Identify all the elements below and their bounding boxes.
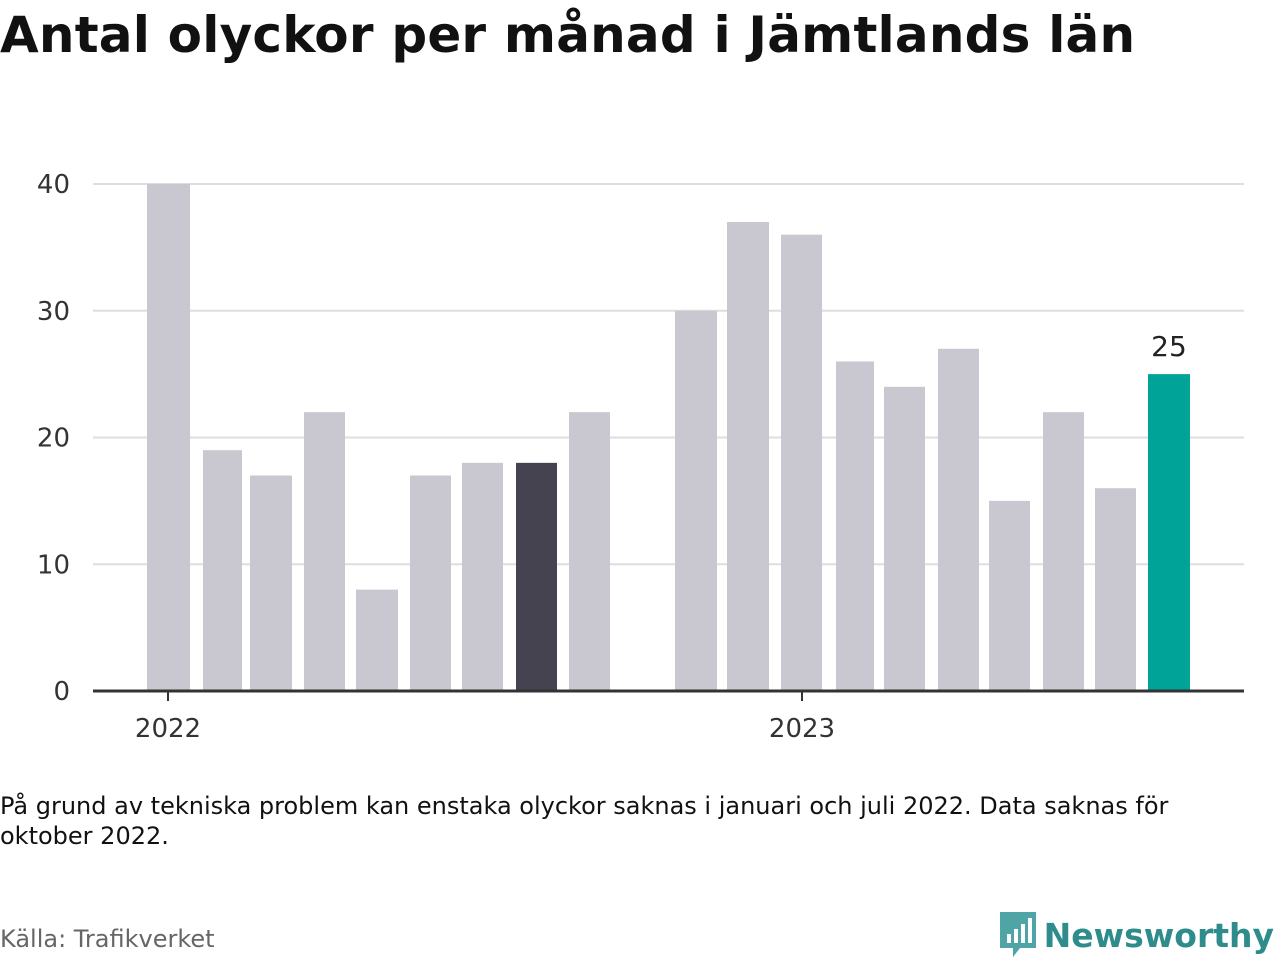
x-axis [93,689,1244,701]
bar-2023-08 [1148,374,1190,691]
bar-2023-02 [836,361,874,691]
bar-2022-11 [675,310,717,691]
bar-2022-09 [569,412,610,691]
newsworthy-logo-icon [999,912,1036,957]
bar-2023-04 [938,348,979,691]
x-tick-label-2023: 2023 [769,714,835,744]
newsworthy-logo: Newsworthy [998,910,1274,960]
bar-2022-04 [304,412,345,691]
y-tick-label-10: 10 [37,550,70,580]
brand-name: Newsworthy [1043,915,1274,955]
bar-2022-03 [250,475,292,691]
source-credit: Källa: Trafikverket [0,925,215,953]
data-label-2023-10: 25 [1151,330,1187,363]
bars [147,184,1190,691]
bar-2022-05 [356,589,398,691]
bar-2023-05 [989,500,1030,691]
bar-2022-06 [410,475,451,691]
bar-2023-01 [781,234,822,691]
labels: 0 10 20 30 40 25 2022 2023 [37,170,1187,744]
bar-2022-02 [203,450,242,691]
chart-title: Antal olyckor per månad i Jämtlands län [0,6,1136,64]
bar-chart: 0 10 20 30 40 25 2022 2023 [37,170,1244,744]
bar-2023-03 [884,386,925,691]
y-tick-label-40: 40 [37,170,70,200]
y-tick-label-0: 0 [53,677,70,707]
bar-2022-01 [147,184,190,691]
y-tick-label-20: 20 [37,424,70,454]
y-tick-label-30: 30 [37,297,70,327]
bar-2022-08 [516,462,557,691]
chart-note: På grund av tekniska problem kan enstaka… [0,792,1169,850]
bar-2022-07 [462,462,503,691]
x-tick-label-2022: 2022 [135,714,201,744]
bar-2022-12 [727,222,769,691]
bar-2023-07 [1095,488,1136,691]
bar-2023-06 [1043,412,1084,691]
